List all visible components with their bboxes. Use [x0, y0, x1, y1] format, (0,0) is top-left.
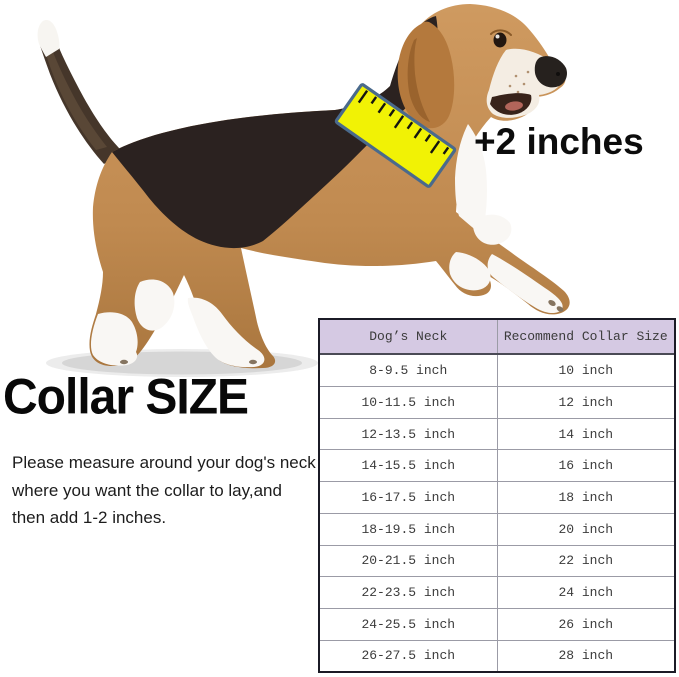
dogs-neck-cell: 10-11.5 inch [320, 386, 498, 419]
instruction-line: then add 1-2 inches. [12, 508, 167, 527]
dogs-neck-cell: 18-19.5 inch [320, 512, 498, 546]
collar-size-cell: 22 inch [497, 544, 674, 577]
dog-nostril [556, 72, 560, 76]
table-header-row: Dog’s Neck Recommend Collar Size [320, 320, 674, 355]
collar-size-cell: 12 inch [497, 386, 674, 419]
dogs-neck-cell: 20-21.5 inch [320, 544, 498, 577]
dogs-neck-cell: 14-15.5 inch [320, 449, 498, 482]
dogs-neck-cell: 24-25.5 inch [320, 607, 498, 641]
collar-size-cell: 20 inch [497, 512, 674, 546]
table-row: 16-17.5 inch 18 inch [320, 481, 674, 514]
dog-eye [493, 32, 507, 48]
table-row: 22-23.5 inch 24 inch [320, 576, 674, 609]
table-row: 20-21.5 inch 22 inch [320, 544, 674, 577]
plus-two-inches-label: +2 inches [474, 121, 644, 162]
table-row: 26-27.5 inch 28 inch [320, 639, 674, 671]
collar-size-cell: 24 inch [497, 576, 674, 609]
dog-tail [37, 19, 121, 164]
collar-size-cell: 10 inch [497, 353, 674, 387]
dog-toes [120, 299, 564, 365]
table-row: 10-11.5 inch 12 inch [320, 386, 674, 419]
collar-size-cell: 14 inch [497, 417, 674, 450]
table-row: 24-25.5 inch 26 inch [320, 607, 674, 641]
dogs-neck-cell: 8-9.5 inch [320, 353, 498, 387]
dog-saddle-patch [112, 16, 438, 249]
column-header-recommend-collar-size: Recommend Collar Size [497, 320, 674, 355]
collar-size-cell: 26 inch [497, 607, 674, 641]
dog-eye-glint [495, 34, 500, 39]
dog-tongue [505, 101, 523, 111]
column-header-dogs-neck: Dog’s Neck [320, 320, 498, 355]
dog-ear-shading [407, 38, 430, 122]
table-row: 8-9.5 inch 10 inch [320, 353, 674, 387]
dogs-neck-cell: 16-17.5 inch [320, 481, 498, 514]
dogs-neck-cell: 26-27.5 inch [320, 639, 498, 671]
table-row: 18-19.5 inch 20 inch [320, 512, 674, 546]
dog-eyelid [490, 29, 512, 36]
collar-size-cell: 16 inch [497, 449, 674, 482]
dogs-neck-cell: 12-13.5 inch [320, 417, 498, 450]
instruction-line: where you want the collar to lay,and [12, 480, 282, 500]
dog-nose [534, 56, 567, 88]
instruction-line: Please measure around your dog's neck [12, 453, 316, 472]
collar-size-cell: 18 inch [497, 481, 674, 514]
collar-size-table: Dog’s Neck Recommend Collar Size 8-9.5 i… [318, 318, 676, 673]
dog-head-details [397, 21, 567, 129]
table-row: 14-15.5 inch 16 inch [320, 449, 674, 482]
ruler-icon [334, 83, 457, 188]
dog-white-fur [90, 124, 563, 368]
measuring-instructions: Please measure around your dog's neck wh… [12, 449, 316, 532]
table-row: 12-13.5 inch 14 inch [320, 417, 674, 450]
dog-freckles [508, 70, 530, 94]
collar-size-cell: 28 inch [497, 639, 674, 671]
dogs-neck-cell: 22-23.5 inch [320, 576, 498, 609]
page-title: Collar SIZE [3, 370, 249, 426]
